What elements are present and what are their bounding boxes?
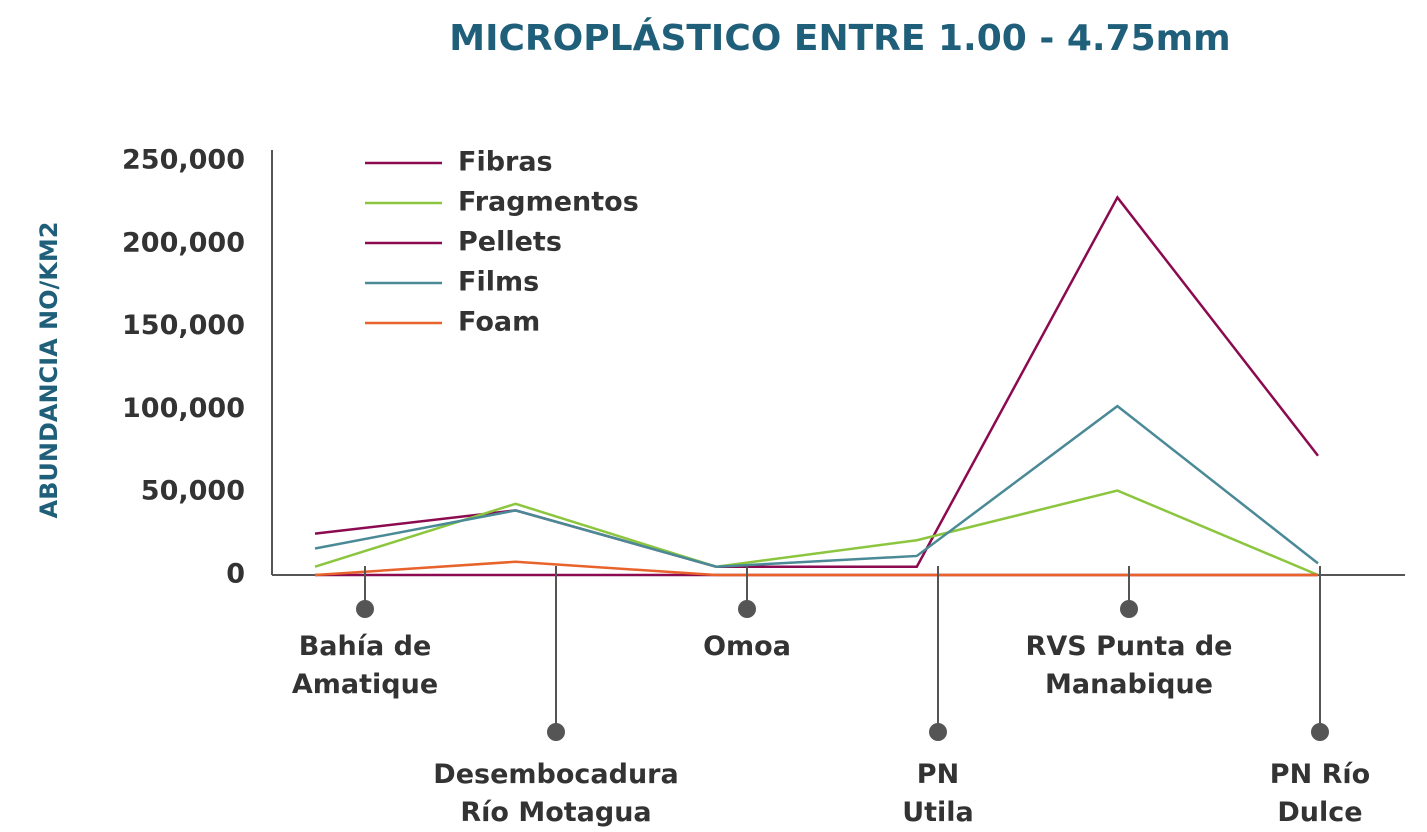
x-tick-label: PN Río Dulce	[1269, 759, 1371, 828]
legend-label: Fibras	[458, 147, 553, 178]
legend-label: Pellets	[458, 227, 562, 258]
chart-title: MICROPLÁSTICO ENTRE 1.00 - 4.75mm	[449, 17, 1230, 59]
category-dot	[356, 600, 374, 618]
legend-label: Foam	[458, 307, 540, 338]
y-tick-label: 200,000	[122, 227, 245, 258]
category-dot	[547, 723, 565, 741]
y-axis-label: ABUNDANCIA NO/KM2	[35, 222, 63, 519]
legend-label: Fragmentos	[458, 187, 639, 218]
series-line	[314, 489, 1319, 577]
y-tick-label: 250,000	[122, 145, 245, 176]
x-tick-label: RVS Punta de Manabique	[1025, 631, 1233, 700]
x-tick-label: Desembocadura Río Motagua	[433, 759, 679, 828]
category-dot	[738, 600, 756, 618]
x-tick-label: Bahía de Amatique	[291, 631, 439, 700]
x-tick-label: PN Utila	[902, 759, 974, 828]
category-dot	[1311, 723, 1329, 741]
legend-label: Films	[458, 267, 539, 298]
x-tick-label: Omoa	[703, 631, 791, 662]
series-line	[314, 560, 1318, 577]
y-tick-label: 150,000	[122, 310, 245, 341]
category-dot	[1120, 600, 1138, 618]
series-line	[314, 404, 1319, 568]
y-tick-label: 100,000	[122, 393, 245, 424]
category-dot	[929, 723, 947, 741]
y-tick-label: 0	[226, 559, 245, 590]
y-tick-label: 50,000	[141, 476, 245, 507]
